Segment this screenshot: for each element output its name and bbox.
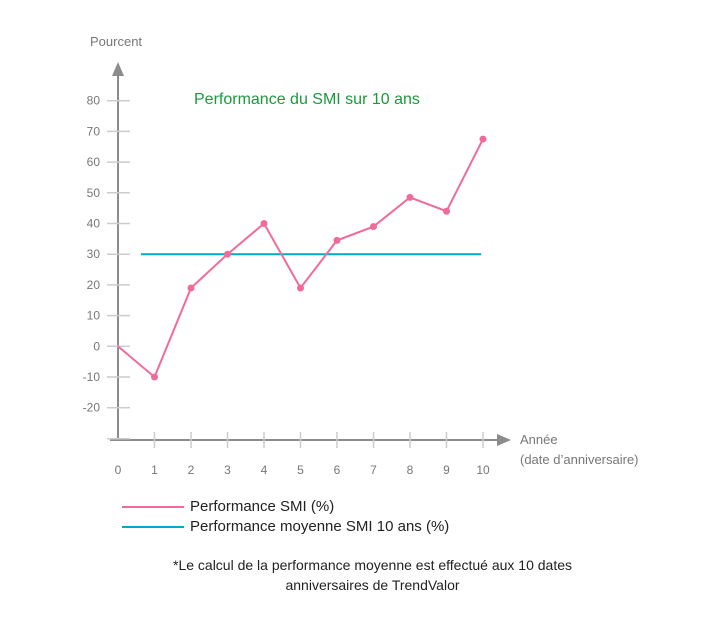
x-tick-label: 7 <box>370 463 377 477</box>
chart-title: Performance du SMI sur 10 ans <box>194 91 420 108</box>
legend-item-smi: Performance SMI (%) <box>122 498 334 515</box>
x-tick-label: 5 <box>297 463 304 477</box>
y-tick-label: -20 <box>83 401 101 415</box>
legend-label: Performance moyenne SMI 10 ans (%) <box>190 518 450 535</box>
x-tick-label: 3 <box>224 463 231 477</box>
x-tick-label: 8 <box>407 463 414 477</box>
x-tick-label: 6 <box>334 463 341 477</box>
data-point-smi <box>224 250 231 258</box>
x-tick-label: 10 <box>476 463 490 477</box>
data-point-smi <box>151 373 158 381</box>
data-point-smi <box>333 236 341 244</box>
y-axis-label: Pourcent <box>90 34 142 49</box>
x-tick-label: 4 <box>261 463 268 477</box>
y-axis-arrow <box>112 62 124 76</box>
legend-swatch <box>122 525 184 528</box>
x-tick-label: 1 <box>151 463 158 477</box>
data-point-smi <box>370 223 377 231</box>
data-point-smi <box>187 284 195 292</box>
y-tick-label: 0 <box>93 339 100 353</box>
footnote-line: anniversaires de TrendValor <box>285 577 460 593</box>
y-tick-label: 50 <box>87 186 101 200</box>
legend-item-mean: Performance moyenne SMI 10 ans (%) <box>122 518 449 535</box>
y-tick-label: 30 <box>87 247 101 261</box>
footnote: *Le calcul de la performance moyenne est… <box>0 555 715 595</box>
x-tick-label: 2 <box>188 463 195 477</box>
y-tick-label: -10 <box>83 370 101 384</box>
footnote-line: *Le calcul de la performance moyenne est… <box>173 557 572 573</box>
data-point-smi <box>479 135 487 143</box>
data-point-smi <box>297 284 304 292</box>
x-axis-label-line2: (date d’anniversaire) <box>520 452 639 467</box>
y-tick-label: 70 <box>87 124 101 138</box>
x-axis-label-line1: Année <box>520 432 558 447</box>
series-line-smi <box>117 138 484 379</box>
legend-swatch <box>122 505 184 508</box>
data-point-smi <box>406 193 414 201</box>
y-tick-label: 80 <box>87 94 101 108</box>
data-point-smi <box>260 220 268 227</box>
legend-label: Performance SMI (%) <box>190 498 335 515</box>
y-tick-label: 60 <box>87 155 101 169</box>
y-tick-label: 20 <box>87 278 101 292</box>
y-tick-label: 40 <box>87 217 101 231</box>
data-point-smi <box>443 207 450 215</box>
x-tick-label: 9 <box>443 463 450 477</box>
x-tick-label: 0 <box>115 463 122 477</box>
x-axis-arrow <box>497 434 511 446</box>
y-tick-label: 10 <box>87 309 101 323</box>
